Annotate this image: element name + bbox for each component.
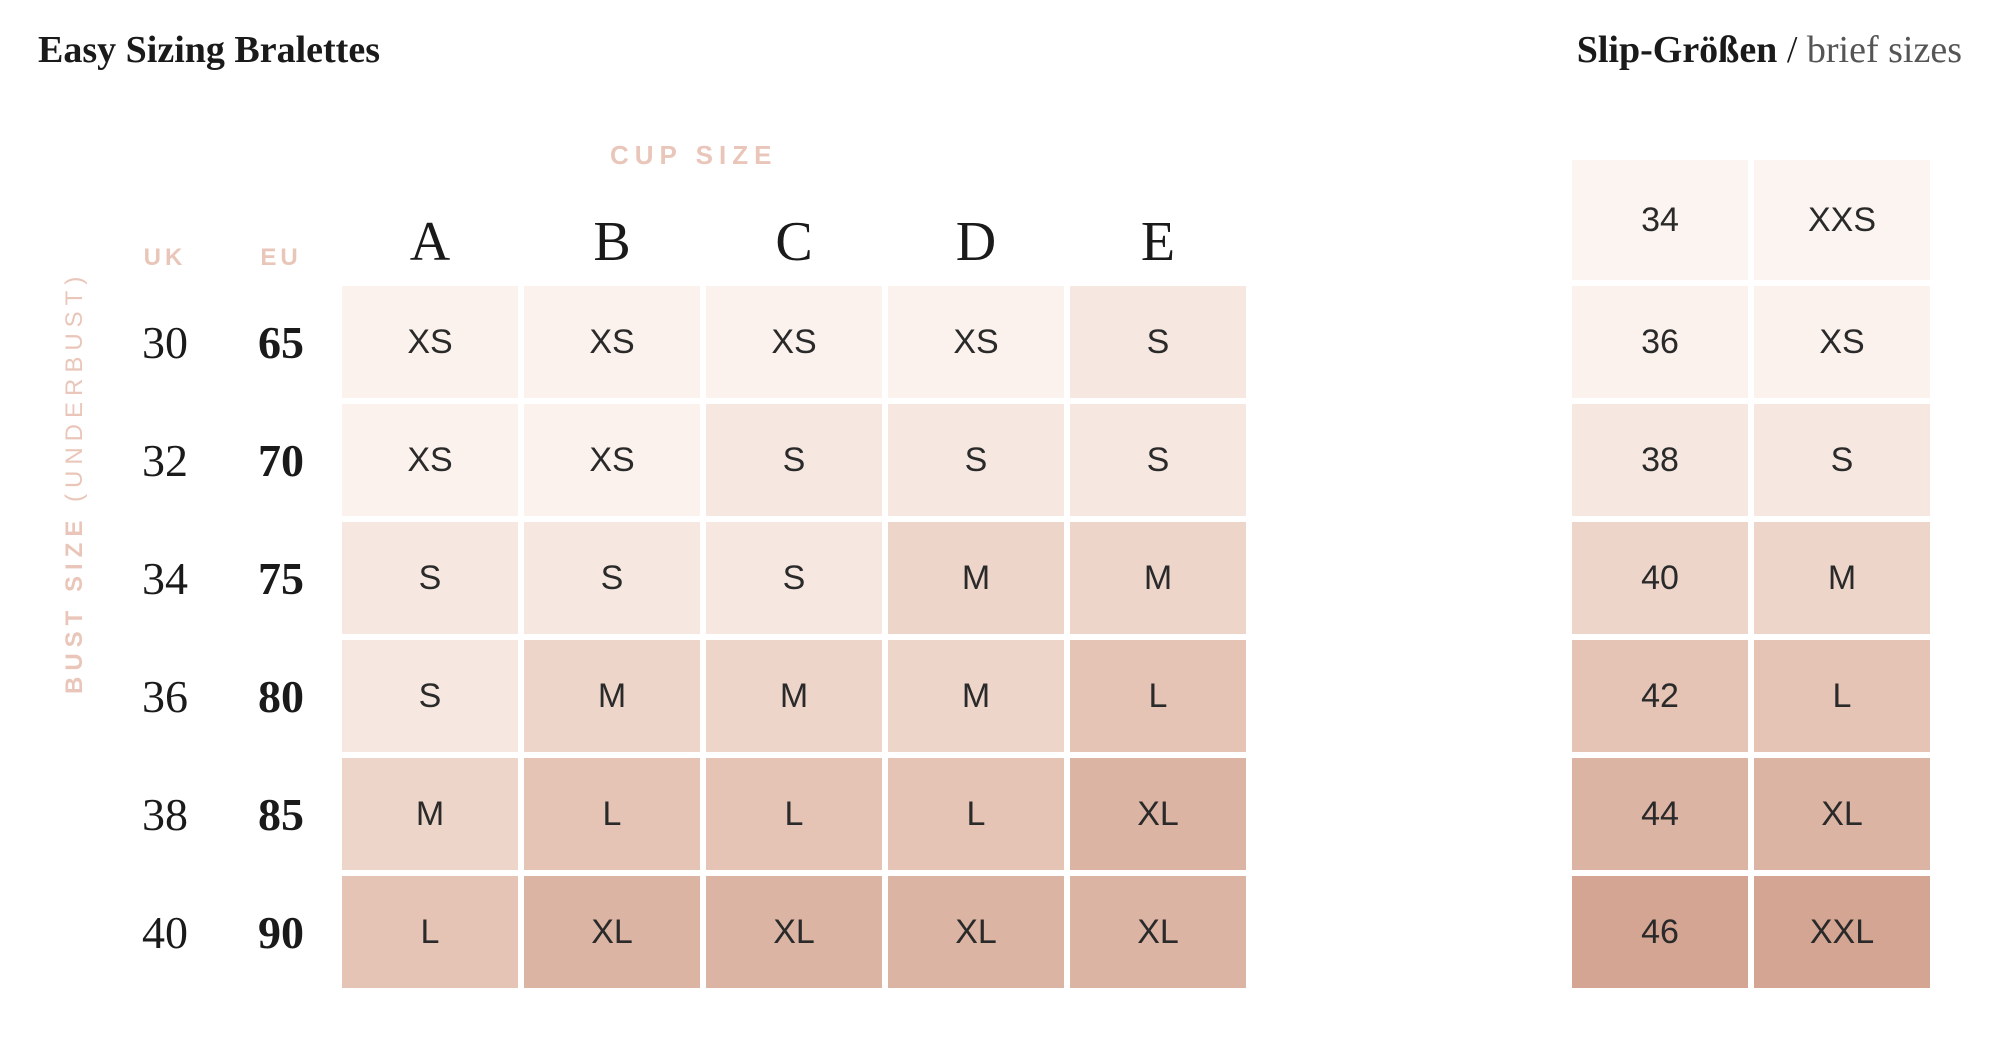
brief-num-44: 44	[1572, 758, 1748, 870]
title-right-bold: Slip-Größen	[1577, 29, 1778, 71]
row-uk-34: 34	[110, 522, 220, 634]
bralette-cell-r0-c1: XS	[524, 286, 700, 398]
bralette-table: UKEUABCDE3065XSXSXSXSS3270XSXSSSS3475SSS…	[110, 160, 1246, 988]
bralette-cell-r3-c1: M	[524, 640, 700, 752]
bralette-cell-r1-c4: S	[1070, 404, 1246, 516]
brief-size-L: L	[1754, 640, 1930, 752]
cup-header-A: A	[342, 160, 518, 280]
row-eu-75: 75	[226, 522, 336, 634]
chart-area: CUP SIZE BUST SIZE (UNDERBUST) UKEUABCDE…	[50, 160, 1950, 1006]
bralette-cell-r5-c1: XL	[524, 876, 700, 988]
bralette-cell-r3-c2: M	[706, 640, 882, 752]
header-eu: EU	[226, 160, 336, 280]
bralette-cell-r0-c3: XS	[888, 286, 1064, 398]
row-eu-65: 65	[226, 286, 336, 398]
bralette-cell-r4-c0: M	[342, 758, 518, 870]
row-eu-80: 80	[226, 640, 336, 752]
brief-size-XS: XS	[1754, 286, 1930, 398]
row-eu-90: 90	[226, 876, 336, 988]
bralette-cell-r4-c3: L	[888, 758, 1064, 870]
bralette-cell-r1-c1: XS	[524, 404, 700, 516]
title-right: Slip-Größen / brief sizes	[1577, 28, 1962, 72]
title-bar: Easy Sizing Bralettes Slip-Größen / brie…	[38, 28, 1962, 72]
bralette-cell-r2-c1: S	[524, 522, 700, 634]
bust-size-light: (UNDERBUST)	[61, 271, 88, 515]
brief-num-38: 38	[1572, 404, 1748, 516]
bralette-cell-r1-c3: S	[888, 404, 1064, 516]
row-uk-36: 36	[110, 640, 220, 752]
bralette-cell-r4-c2: L	[706, 758, 882, 870]
title-right-sep: /	[1777, 29, 1807, 71]
bralette-cell-r2-c0: S	[342, 522, 518, 634]
row-uk-32: 32	[110, 404, 220, 516]
bust-size-heavy: BUST SIZE	[61, 515, 88, 694]
row-uk-30: 30	[110, 286, 220, 398]
bralette-cell-r2-c2: S	[706, 522, 882, 634]
bralette-cell-r2-c3: M	[888, 522, 1064, 634]
bralette-cell-r5-c0: L	[342, 876, 518, 988]
brief-num-42: 42	[1572, 640, 1748, 752]
row-uk-38: 38	[110, 758, 220, 870]
header-uk: UK	[110, 160, 220, 280]
brief-size-XXS: XXS	[1754, 160, 1930, 280]
brief-num-34: 34	[1572, 160, 1748, 280]
bust-size-label: BUST SIZE (UNDERBUST)	[61, 271, 89, 694]
bralette-cell-r0-c0: XS	[342, 286, 518, 398]
brief-size-S: S	[1754, 404, 1930, 516]
row-eu-70: 70	[226, 404, 336, 516]
bralette-cell-r5-c4: XL	[1070, 876, 1246, 988]
bralette-cell-r4-c1: L	[524, 758, 700, 870]
bralette-cell-r4-c4: XL	[1070, 758, 1246, 870]
bralette-cell-r1-c0: XS	[342, 404, 518, 516]
bralette-cell-r5-c3: XL	[888, 876, 1064, 988]
bralette-cell-r1-c2: S	[706, 404, 882, 516]
brief-num-46: 46	[1572, 876, 1748, 988]
cup-header-E: E	[1070, 160, 1246, 280]
cup-header-C: C	[706, 160, 882, 280]
brief-num-40: 40	[1572, 522, 1748, 634]
bralette-cell-r3-c3: M	[888, 640, 1064, 752]
brief-size-M: M	[1754, 522, 1930, 634]
bralette-cell-r3-c0: S	[342, 640, 518, 752]
title-left: Easy Sizing Bralettes	[38, 28, 380, 72]
title-right-light: brief sizes	[1807, 29, 1962, 71]
cup-header-B: B	[524, 160, 700, 280]
row-eu-85: 85	[226, 758, 336, 870]
bralette-cell-r0-c4: S	[1070, 286, 1246, 398]
brief-table: 34XXS36XS38S40M42L44XL46XXL	[1572, 160, 1930, 988]
bralette-cell-r3-c4: L	[1070, 640, 1246, 752]
bralette-cell-r0-c2: XS	[706, 286, 882, 398]
brief-size-XL: XL	[1754, 758, 1930, 870]
brief-num-36: 36	[1572, 286, 1748, 398]
bralette-cell-r5-c2: XL	[706, 876, 882, 988]
row-uk-40: 40	[110, 876, 220, 988]
brief-size-XXL: XXL	[1754, 876, 1930, 988]
bralette-cell-r2-c4: M	[1070, 522, 1246, 634]
cup-header-D: D	[888, 160, 1064, 280]
